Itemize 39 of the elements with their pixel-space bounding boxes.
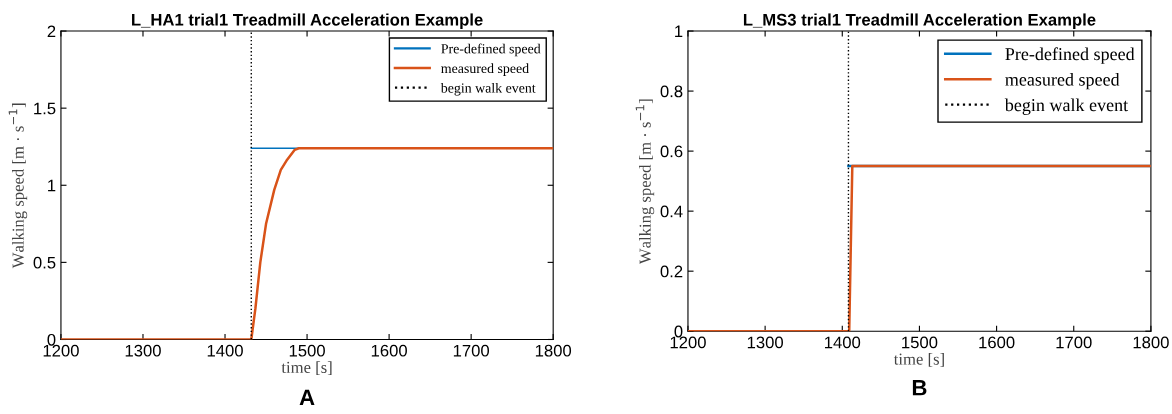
legend-label: Pre-defined speed — [1005, 47, 1135, 64]
legend-label: Pre-defined speed — [441, 43, 541, 57]
chart-title: L_HA1 trial1 Treadmill Acceleration Example — [132, 13, 483, 29]
x-tick-label: 1500 — [902, 336, 938, 349]
x-tick-label: 1500 — [289, 344, 325, 357]
x-tick-label: 1200 — [670, 336, 706, 349]
text: A — [299, 389, 315, 405]
x-tick-label: 1200 — [43, 344, 79, 357]
legend-label: measured speed — [441, 63, 529, 76]
x-tick-label: 1700 — [453, 344, 490, 357]
y-tick-label: 0.4 — [660, 205, 683, 218]
legend-label: measured speed — [1005, 73, 1120, 90]
y-tick-label: 0.8 — [660, 85, 683, 98]
x-tick-label: 1400 — [207, 344, 243, 357]
y-tick-label: 1.5 — [34, 102, 56, 115]
x-tick-label: 1600 — [979, 336, 1015, 349]
y-tick-label: 0.6 — [660, 145, 683, 158]
text: B — [912, 380, 927, 396]
legend-label: begin walk event — [1004, 98, 1129, 115]
x-tick-label: 1300 — [747, 336, 784, 349]
x-axis-title: time [s] — [281, 361, 332, 376]
chart-title: L_MS3 trial1 Treadmill Acceleration Example — [743, 13, 1096, 29]
y-tick-label: 1 — [48, 179, 56, 192]
y-axis-title: Walking speed [m · s$^{−1}$] — [8, 103, 28, 269]
y-tick-label: 1 — [675, 25, 683, 38]
y-tick-label: 0 — [47, 333, 56, 346]
x-tick-label: 1800 — [535, 344, 572, 357]
x-tick-label: 1300 — [125, 344, 161, 357]
x-tick-label: 1600 — [371, 344, 407, 357]
y-tick-label: 0.5 — [33, 256, 56, 269]
x-axis-title: time [s] — [893, 352, 944, 367]
y-tick-label: 0 — [674, 325, 683, 338]
y-tick-label: 2 — [47, 25, 56, 38]
y-tick-label: 0.2 — [660, 265, 683, 278]
x-tick-label: 1800 — [1133, 336, 1169, 349]
y-axis-title: Walking speed [m · s$^{−1}$] — [635, 99, 655, 265]
x-tick-label: 1700 — [1056, 336, 1092, 349]
x-tick-label: 1400 — [825, 336, 861, 349]
legend-label: begin walk event — [440, 82, 536, 96]
